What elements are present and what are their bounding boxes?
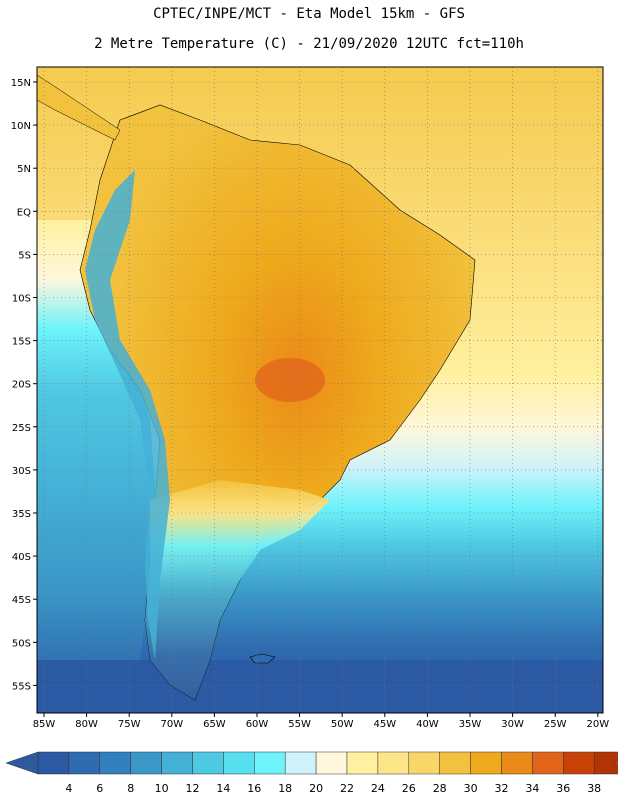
lon-label: 25W <box>544 719 567 730</box>
andes-cold-strip <box>85 170 170 660</box>
colorbar-label: 20 <box>309 782 323 795</box>
map-field <box>37 67 603 713</box>
colorbar-box <box>284 751 317 775</box>
colorbar-label: 12 <box>186 782 200 795</box>
colorbar-box <box>161 751 193 775</box>
colorbar-label: 38 <box>587 782 601 795</box>
colorbar-box <box>563 751 595 775</box>
longitude-labels: 85W 80W 75W 70W 65W 60W 55W 50W 45W 40W 35W 30W 25W 2… <box>33 719 610 730</box>
title-line-1: CPTEC/INPE/MCT - Eta Model 15km - GFS <box>153 6 465 22</box>
lon-label: 60W <box>246 719 269 730</box>
colorbar-box <box>254 751 286 775</box>
pacific-ocean <box>37 220 155 713</box>
colorbar-label: 16 <box>247 782 261 795</box>
colorbar-box <box>346 751 379 775</box>
lat-label: 25S <box>12 423 31 434</box>
lat-label: 35S <box>12 509 31 520</box>
lat-label: 5S <box>18 250 31 261</box>
lon-label: 70W <box>160 719 183 730</box>
lat-label: 10N <box>11 121 31 132</box>
colorbar-box <box>470 751 502 775</box>
colorbar-boxes <box>5 751 618 775</box>
colorbar-label: 22 <box>340 782 354 795</box>
colorbar-box <box>192 751 224 775</box>
lon-label: 65W <box>203 719 226 730</box>
central-america <box>37 74 121 141</box>
colorbar-box <box>439 751 471 775</box>
colorbar-label: 34 <box>525 782 539 795</box>
lon-label: 40W <box>416 719 439 730</box>
colorbar-labels: 4 6 8 10 12 14 16 18 20 22 24 26 28 30 32 34 36 38 <box>65 782 601 795</box>
colorbar-box <box>593 751 618 775</box>
colorbar-box <box>315 751 348 775</box>
southern-ocean <box>37 660 603 713</box>
falkland-islands <box>249 653 276 664</box>
colorbar-high-arrow <box>613 758 618 768</box>
colorbar-label: 24 <box>371 782 385 795</box>
colorbar-box <box>408 751 440 775</box>
lat-label: 15N <box>11 78 31 89</box>
lon-label: 75W <box>118 719 141 730</box>
colorbar-low-arrow <box>5 751 39 775</box>
latitude-labels: 15N 10N 5N EQ 5S 10S 15S 20S 25S 30S 35S 40S 45S 50S 5… <box>11 78 31 692</box>
colorbar-label: 28 <box>433 782 447 795</box>
lat-label: 40S <box>12 552 31 563</box>
southern-cone <box>145 480 330 700</box>
lat-label: 50S <box>12 638 31 649</box>
colorbar-box <box>37 751 70 775</box>
colorbar: 4 6 8 10 12 14 16 18 20 22 24 26 28 30 32 34 36 38 <box>5 751 618 795</box>
colorbar-label: 36 <box>556 782 570 795</box>
colorbar-label: 26 <box>402 782 416 795</box>
lat-label: 5N <box>17 164 31 175</box>
colorbar-label: 32 <box>495 782 509 795</box>
colorbar-label: 14 <box>216 782 230 795</box>
colorbar-label: 30 <box>464 782 478 795</box>
lat-label: 55S <box>12 681 31 692</box>
lon-label: 55W <box>288 719 311 730</box>
colorbar-label: 18 <box>278 782 292 795</box>
lon-label: 50W <box>331 719 354 730</box>
temperature-map: 15N 10N 5N EQ 5S 10S 15S 20S 25S 30S 35S 40S 45S 50S 5… <box>11 66 610 730</box>
lon-label: 45W <box>373 719 396 730</box>
colorbar-box <box>223 751 255 775</box>
colorbar-box <box>99 751 131 775</box>
lat-label: 45S <box>12 595 31 606</box>
lon-label: 80W <box>75 719 98 730</box>
lat-label: 15S <box>12 337 31 348</box>
graticule <box>33 67 603 717</box>
colorbar-label: 4 <box>65 782 72 795</box>
colorbar-box <box>532 751 564 775</box>
colorbar-label: 8 <box>127 782 134 795</box>
title-line-2: 2 Metre Temperature (C) - 21/09/2020 12U… <box>94 36 524 52</box>
lon-label: 20W <box>586 719 609 730</box>
lon-label: 35W <box>459 719 482 730</box>
colorbar-box <box>377 751 410 775</box>
lon-label: 85W <box>33 719 56 730</box>
lat-label: 20S <box>12 380 31 391</box>
lat-label: EQ <box>17 207 31 218</box>
colorbar-label: 6 <box>96 782 103 795</box>
colorbar-box <box>130 751 162 775</box>
lon-label: 30W <box>501 719 524 730</box>
lat-label: 30S <box>12 466 31 477</box>
lat-label: 10S <box>12 294 31 305</box>
colorbar-label: 10 <box>155 782 169 795</box>
hot-core <box>255 358 325 402</box>
colorbar-box <box>501 751 533 775</box>
map-frame <box>36 66 604 714</box>
colorbar-box <box>68 751 101 775</box>
